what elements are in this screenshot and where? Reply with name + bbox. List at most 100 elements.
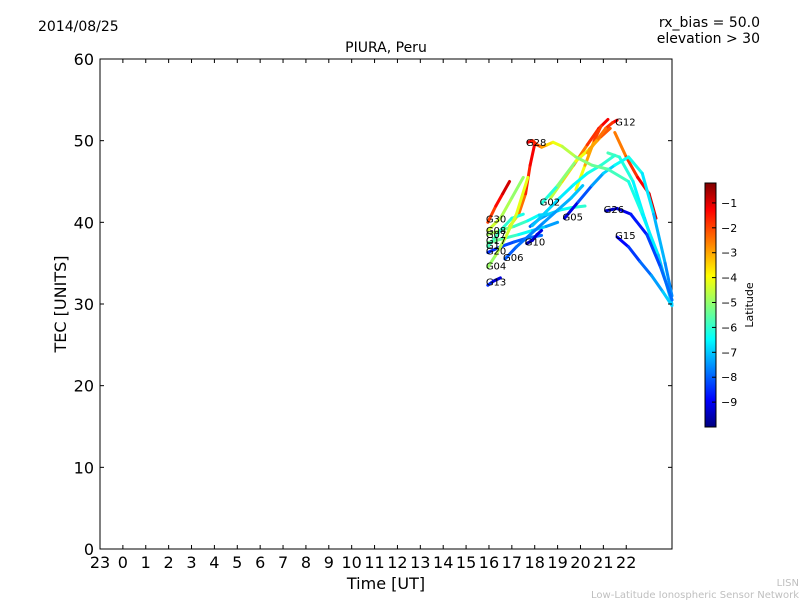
- trace-segment: [486, 216, 502, 232]
- colorbar: −1 −2 −3 −4 −5 −6 −7 −8 −9 Latitude: [704, 182, 756, 428]
- trace-segment: [649, 273, 665, 294]
- trace-segment: [615, 235, 631, 249]
- trace-segment: [492, 276, 502, 283]
- series-g10: [525, 229, 544, 246]
- trace-segment: [645, 233, 663, 269]
- prn-label-g12: G12: [615, 118, 635, 129]
- colorbar-tick-label: −5: [721, 297, 737, 310]
- trace-segment: [585, 126, 601, 147]
- trace-segment: [486, 253, 498, 269]
- trace-segment: [613, 131, 628, 159]
- x-tick-label: 3: [186, 553, 196, 572]
- trace-segment: [514, 233, 532, 249]
- x-tick-label: 20: [570, 553, 590, 572]
- y-tick-label: 60: [74, 50, 94, 69]
- x-tick-label: 17: [502, 553, 522, 572]
- trace-segment: [517, 229, 534, 237]
- trace-segment: [624, 155, 640, 179]
- trace-segment: [558, 183, 576, 200]
- colorbar-tick-label: −3: [721, 247, 737, 260]
- prn-label-g20: G20: [486, 247, 506, 258]
- colorbar-tick-label: −8: [721, 371, 737, 384]
- x-tick-label: 1: [141, 553, 151, 572]
- trace-segment: [512, 219, 530, 228]
- series-g12: [585, 118, 619, 155]
- colorbar-tick-label: −2: [721, 222, 737, 235]
- series-g15: [615, 235, 674, 308]
- prn-label-g02: G02: [540, 198, 560, 209]
- y-tick-label: 40: [74, 213, 94, 232]
- trace-segment: [494, 237, 507, 257]
- network-label: Low-Latitude Ionospheric Sensor Network: [591, 590, 799, 600]
- trace-segment: [640, 212, 660, 257]
- x-axis-label: Time [UT]: [346, 574, 425, 593]
- plot-frame: [99, 58, 673, 550]
- trace-segment: [486, 229, 502, 249]
- series-g08: [486, 175, 525, 232]
- trace-segment: [558, 206, 573, 212]
- trace-segment: [551, 140, 564, 148]
- trace-segment: [572, 171, 589, 187]
- y-tick-label: 10: [74, 458, 94, 477]
- series-g26: [604, 206, 674, 302]
- y-tick-label: 50: [74, 132, 94, 151]
- x-tick-label: 7: [278, 553, 288, 572]
- elevation-label: elevation > 30: [657, 31, 760, 47]
- x-axis: 23 0 1 2 3 4 5 6 7 8 9 10 11 12 13 14 15 16 17 18 19 20 21 22: [90, 59, 636, 572]
- x-tick-label: 8: [301, 553, 311, 572]
- prn-label-g05: G05: [562, 212, 582, 223]
- x-tick-label: 12: [387, 553, 407, 572]
- trace-segment: [501, 180, 512, 196]
- x-tick-label: 13: [410, 553, 430, 572]
- y-axis: 0 10 20 30 40 50 60: [74, 50, 672, 559]
- trace-segment: [576, 184, 594, 204]
- y-tick-label: 30: [74, 295, 94, 314]
- prn-label-g07: G07: [486, 230, 506, 241]
- x-tick-label: 23: [90, 553, 110, 572]
- trace-segment: [638, 260, 653, 277]
- prn-label-g13: G13: [486, 278, 506, 289]
- trace-segment: [526, 213, 541, 223]
- series-g30: [486, 180, 512, 224]
- trace-segment: [498, 216, 514, 232]
- trace-segment: [592, 124, 603, 143]
- prn-label-g08: G08: [486, 226, 506, 237]
- trace-segment: [627, 245, 642, 264]
- x-tick-label: 10: [342, 553, 362, 572]
- x-tick-label: 5: [232, 553, 242, 572]
- prn-label-g15: G15: [615, 231, 635, 242]
- y-axis-label: TEC [UNITS]: [51, 256, 70, 354]
- trace-segment: [590, 163, 610, 171]
- trace-segment: [613, 155, 631, 167]
- date-label: 2014/08/25: [38, 19, 119, 35]
- series-layer: [486, 117, 674, 308]
- series-g28: [526, 139, 674, 306]
- colorbar-tick-label: −9: [721, 396, 737, 409]
- trace-segment: [556, 196, 573, 212]
- x-tick-label: 4: [209, 553, 219, 572]
- trace-segment: [542, 208, 560, 224]
- trace-segment: [627, 155, 644, 175]
- trace-segment: [540, 184, 560, 206]
- colorbar-tick-label: −1: [721, 197, 737, 210]
- x-tick-label: 0: [118, 553, 128, 572]
- trace-segment: [514, 175, 530, 216]
- trace-segment: [560, 144, 578, 159]
- colorbar-tick-label: −7: [721, 346, 737, 359]
- chart-title: PIURA, Peru: [345, 40, 427, 56]
- trace-segment: [652, 212, 667, 265]
- trace-segment: [510, 175, 525, 200]
- trace-segment: [537, 212, 550, 217]
- trace-segment: [659, 265, 674, 302]
- prn-label-g30: G30: [486, 215, 506, 226]
- prn-label-g10: G10: [525, 238, 545, 249]
- lisn-label: LISN: [777, 578, 799, 589]
- trace-segment: [574, 155, 594, 167]
- x-tick-label: 2: [164, 553, 174, 572]
- colorbar-label: Latitude: [743, 282, 756, 328]
- colorbar-tick-label: −4: [721, 272, 737, 285]
- prn-label-g1: G1: [486, 241, 500, 252]
- trace-segment: [498, 240, 516, 249]
- trace-segment: [585, 139, 598, 155]
